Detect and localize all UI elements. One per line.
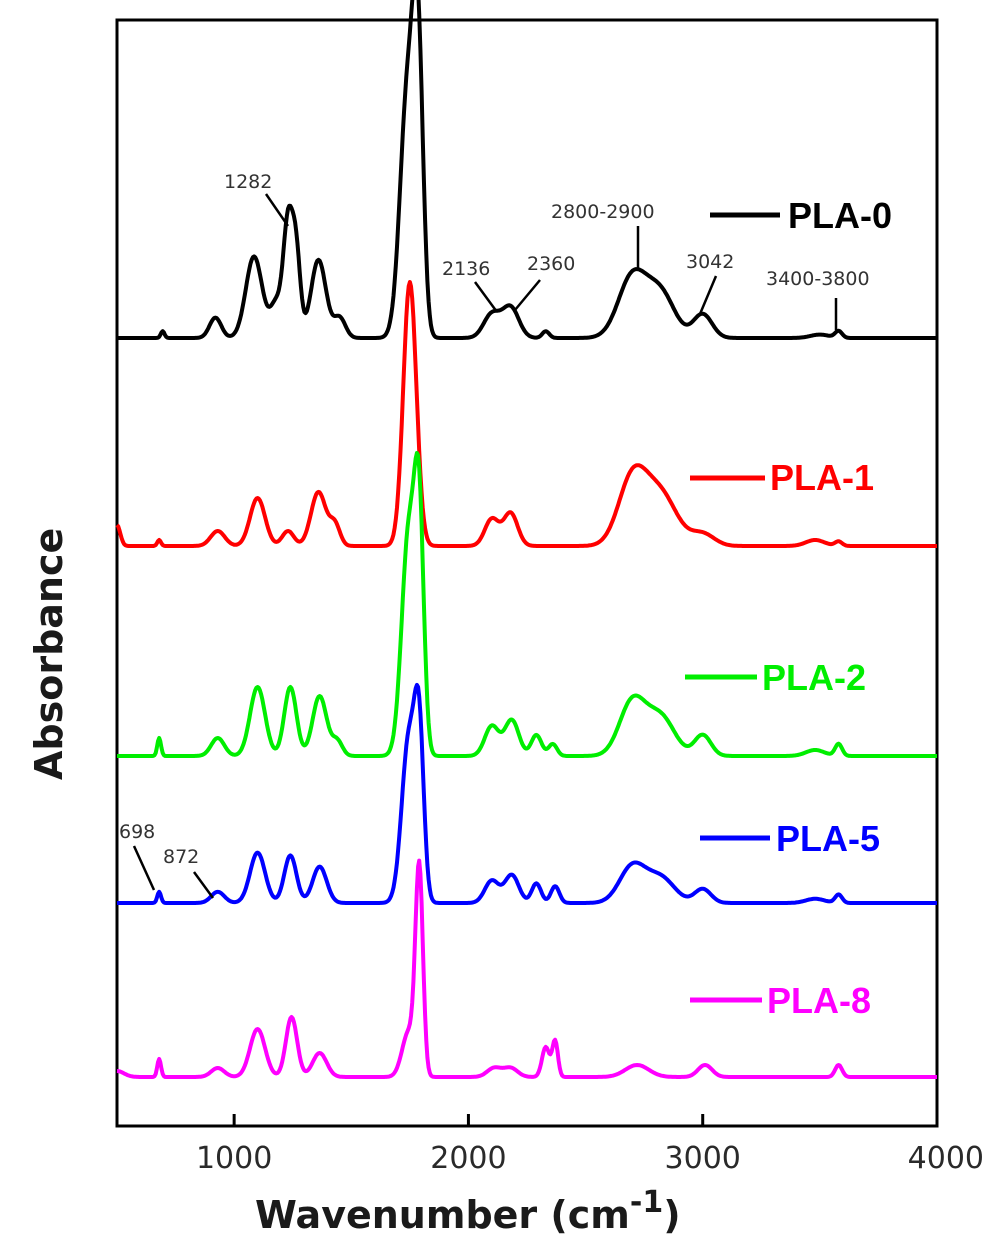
annotation-872: 872 (163, 846, 199, 868)
x-tick-label-4000: 4000 (908, 1141, 984, 1176)
x-tick-label-3000: 3000 (665, 1141, 741, 1176)
annotation-3042: 3042 (686, 251, 734, 273)
annotation-2360: 2360 (527, 253, 575, 275)
legend: PLA-0 PLA-1 PLA-2 PLA-5 PLA-8 (685, 195, 892, 1021)
x-axis: 1000 2000 3000 4000 (196, 1114, 984, 1176)
annotation-leader-2136 (473, 281, 499, 313)
annotation-1282: 1282 (224, 171, 272, 193)
legend-label-pla-0: PLA-0 (788, 195, 892, 236)
legend-label-pla-8: PLA-8 (767, 980, 871, 1021)
series-line-pla-8 (116, 858, 938, 1079)
annotation-2136: 2136 (442, 258, 490, 280)
legend-label-pla-1: PLA-1 (770, 457, 874, 498)
annotation-leader-698 (132, 845, 156, 891)
x-axis-title-main: Wavenumber (cm (255, 1193, 630, 1237)
annotation-leader-3042 (698, 275, 718, 315)
annotation-3400-3800: 3400-3800 (766, 268, 870, 290)
series-line-pla-5 (116, 682, 938, 905)
annotation-2800-2900: 2800-2900 (551, 201, 655, 223)
annotation-leader-2360 (514, 279, 541, 311)
x-axis-title: Wavenumber (cm-1) (255, 1185, 681, 1237)
x-tick-label-1000: 1000 (196, 1141, 272, 1176)
annotation-698: 698 (119, 821, 155, 843)
annotation-leader-872 (192, 871, 215, 899)
x-axis-title-close: ) (663, 1193, 680, 1237)
y-axis-title: Absorbance (27, 528, 71, 780)
x-axis-title-superscript: -1 (630, 1185, 663, 1220)
series-line-pla-0 (116, 0, 938, 340)
x-tick-label-2000: 2000 (430, 1141, 506, 1176)
legend-label-pla-2: PLA-2 (762, 657, 866, 698)
series-layer (115, 0, 938, 1079)
annotation-group: 1282 2136 2360 2800-2900 3042 3400-3800 … (119, 171, 870, 899)
series-line-pla-1 (115, 280, 938, 548)
plot-frame (115, 18, 939, 1128)
legend-label-pla-5: PLA-5 (776, 818, 880, 859)
annotation-leader-1282 (264, 193, 290, 227)
series-line-pla-2 (116, 451, 938, 758)
